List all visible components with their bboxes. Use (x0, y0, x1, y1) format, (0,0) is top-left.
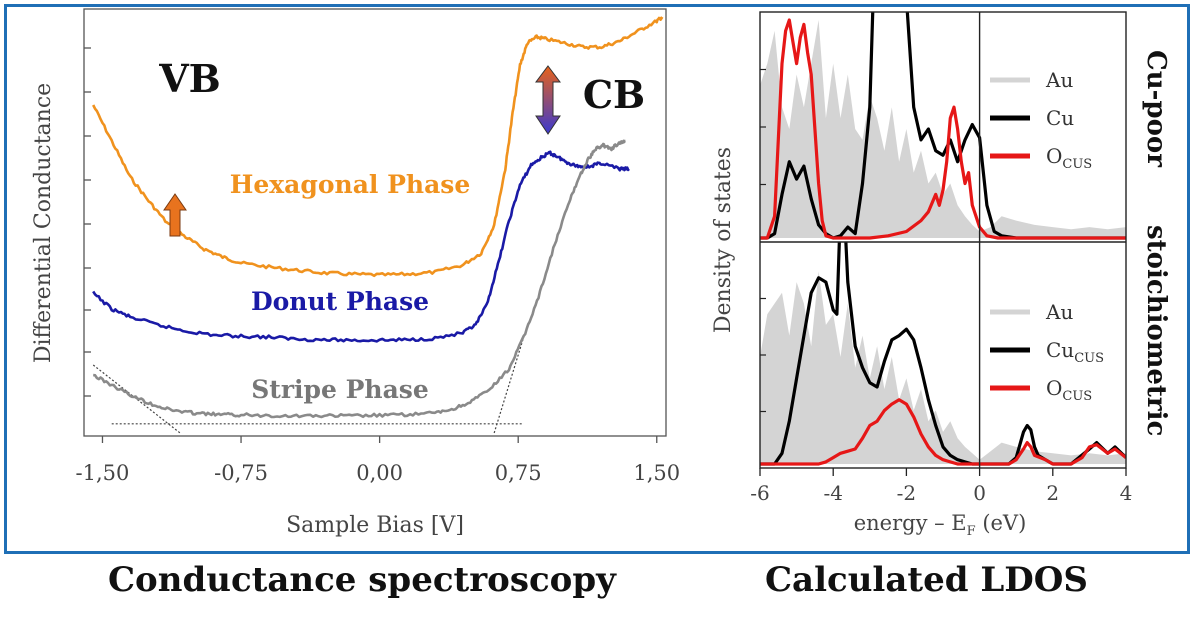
right-x-tick-label: -6 (750, 481, 769, 505)
donut-phase-label: Donut Phase (251, 287, 429, 316)
ldos-legend-1: Au Cu OCUS (990, 68, 1092, 172)
ldos-o-cus-line (760, 18, 1126, 240)
left-y-ticks (84, 47, 91, 397)
left-x-tick-label: 1,50 (633, 461, 680, 485)
hexagonal-phase-series (92, 16, 664, 278)
cb-annotation: CB (583, 72, 645, 117)
vb-annotation: VB (158, 56, 221, 101)
caption-calculated-ldos: Calculated LDOS (765, 560, 1088, 600)
hexagonal-phase-label: Hexagonal Phase (230, 170, 471, 199)
right-x-label-main: energy – E (854, 511, 967, 535)
right-x-tick-label: -4 (823, 481, 842, 505)
right-x-label-sub: F (967, 524, 976, 539)
left-x-tick-label: 0,00 (356, 461, 403, 485)
ldos-cu-line (760, 12, 1126, 240)
right-x-tick-label: 4 (1120, 481, 1133, 505)
ldos-au-area (760, 20, 1126, 238)
stripe-phase-series (93, 139, 627, 419)
ldos-panels: Au Cu OCUS Au CuCUS OCUS (760, 12, 1126, 466)
legend-label: OCUS (1046, 376, 1092, 404)
right-x-axis-label: energy – EF (eV) (854, 511, 1027, 539)
legend-label: Au (1045, 68, 1073, 92)
left-x-ticks: -1,50 -0,75 0,00 0,75 1,50 (76, 436, 680, 485)
legend-label: OCUS (1046, 144, 1092, 172)
ldos-legend-2: Au CuCUS OCUS (990, 300, 1104, 404)
left-guide-line (493, 336, 525, 434)
right-x-tick-label: 2 (1046, 481, 1059, 505)
left-x-tick-label: -1,50 (76, 461, 130, 485)
left-x-tick-label: 0,75 (495, 461, 542, 485)
legend-label: Au (1045, 300, 1073, 324)
vb-up-arrow-icon (163, 193, 187, 237)
left-guide-lines (92, 336, 525, 434)
side-label-stoichiometric: stoichiometric (1141, 225, 1171, 436)
right-x-label-tail: (eV) (976, 511, 1027, 535)
ldos-au-area (760, 271, 1126, 464)
ldos-panel-1 (760, 12, 1126, 240)
cb-double-arrow-icon (535, 65, 561, 135)
stripe-phase-label: Stripe Phase (251, 375, 429, 404)
donut-phase-series (92, 150, 630, 343)
right-plot-frame (759, 11, 1127, 469)
right-y-axis-label: Density of states (711, 147, 736, 333)
ldos-cu-cus-line (760, 242, 1126, 466)
side-label-cu-poor: Cu-poor (1141, 50, 1171, 167)
right-x-tick-label: -2 (897, 481, 916, 505)
conductance-chart: -1,50 -0,75 0,00 0,75 1,50 Differential Cond… (31, 8, 680, 538)
left-x-tick-label: -0,75 (214, 461, 268, 485)
left-plot-frame (83, 8, 667, 437)
right-x-tick-label: 0 (973, 481, 986, 505)
ldos-o-cus-line (760, 398, 1126, 466)
right-x-ticks: -6 -4 -2 0 2 4 (750, 468, 1132, 505)
legend-label: Cu (1046, 106, 1074, 130)
ldos-panel-2 (760, 242, 1126, 466)
legend-label: CuCUS (1046, 338, 1104, 366)
left-x-axis-label: Sample Bias [V] (286, 513, 464, 538)
left-y-axis-label: Differential Conductance (31, 83, 56, 363)
ldos-chart: Au Cu OCUS Au CuCUS OCUS -6 -4 -2 0 2 4 Density of… (711, 11, 1171, 539)
caption-conductance-spectroscopy: Conductance spectroscopy (108, 560, 616, 600)
left-series-group (92, 16, 664, 419)
